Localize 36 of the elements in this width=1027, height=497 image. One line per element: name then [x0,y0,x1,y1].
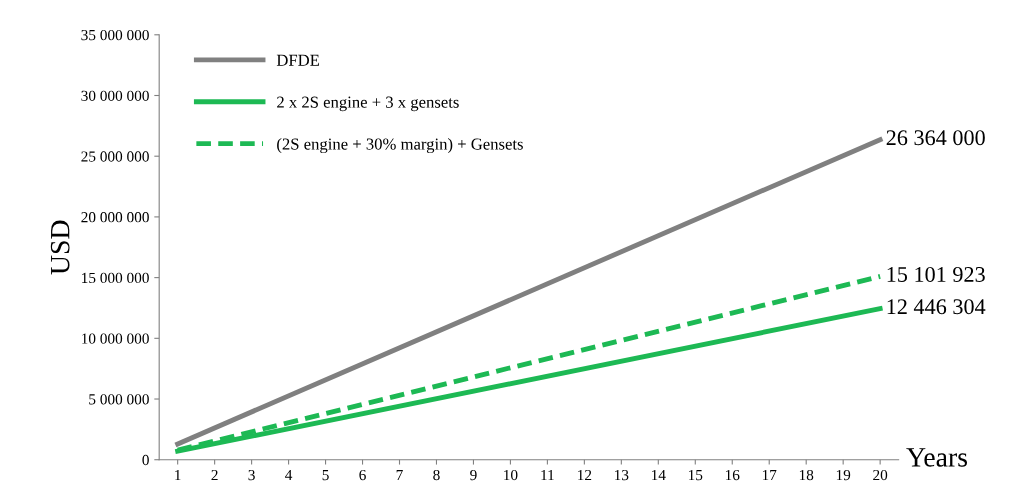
x-tick-label: 12 [578,469,592,481]
x-tick-label: 15 [688,469,703,481]
x-tick-label: 9 [470,469,477,481]
x-tick-label: 16 [725,469,740,481]
x-tick-label: 8 [433,469,440,481]
x-tick-label: 19 [836,469,851,481]
y-tick-label: 25 000 000 [81,151,149,162]
x-tick-label: 3 [248,469,255,481]
x-tick-label: 11 [541,469,554,481]
x-tick-label: 13 [615,469,629,481]
x-axis-title: Years [906,448,968,467]
x-tick-label: 10 [504,469,518,481]
legend-label: (2S engine + 30% margin) + Gensets [277,137,523,154]
data-label: 26 364 000 [886,130,985,146]
legend-label: DFDE [276,54,320,66]
y-tick-label: 35 000 000 [81,29,149,41]
x-tick-label: 6 [359,469,366,481]
legend-label: 2 x 2S engine + 3 x gensets [277,96,459,112]
x-tick-label: 1 [175,469,181,481]
y-tick-label: 15 000 000 [82,272,149,284]
x-tick-label: 7 [396,470,403,481]
y-tick-label: 20 000 000 [81,212,149,223]
y-tick-label: 0 [142,454,149,466]
x-tick-label: 2 [211,469,218,481]
y-tick-label: 30 000 000 [81,90,149,101]
x-tick-label: 17 [762,469,777,481]
y-tick-label: 10 000 000 [82,333,149,344]
y-tick-label: 5 000 000 [89,394,149,405]
x-tick-label: 14 [652,469,666,481]
y-axis-title: USD [50,220,70,275]
x-tick-label: 20 [873,469,888,481]
x-tick-label: 5 [322,470,329,481]
x-tick-label: 4 [285,469,293,481]
data-label: 12 446 304 [887,299,986,315]
data-label: 15 101 923 [887,266,985,282]
x-tick-label: 18 [799,469,814,481]
